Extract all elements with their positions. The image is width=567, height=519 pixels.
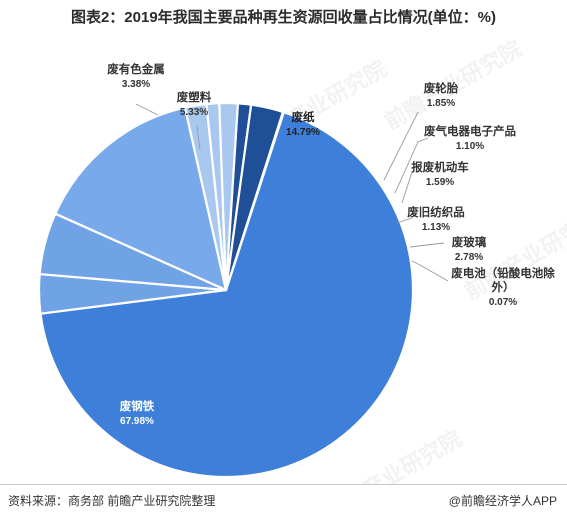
slice-value-label: 67.98% [120,416,154,427]
slice-name-label: 废塑料 [177,90,212,104]
leader-line [135,103,159,116]
slice-value-label: 1.13% [422,222,450,233]
leader-lines [135,103,449,282]
pie-slices [37,101,415,479]
slice-name-label: 报废机动车 [411,160,469,174]
slice-labels: 废钢铁 67.98% 废有色金属 3.38% 废塑料 5.33% 废纸 14.79% 废轮胎 1.… [107,62,555,427]
leader-line [196,125,201,151]
slice-name-label: 废旧纺织品 [407,205,465,219]
slice-value-label: 5.33% [180,107,208,118]
slice-value-label: 3.38% [122,79,150,90]
leader-line [409,242,445,248]
leader-line [394,137,429,194]
slice-name-label: 废电池（铅酸电池除外） [451,266,555,294]
pie-slice [39,111,415,479]
slice-value-label: 2.78% [455,252,483,263]
pie-slice [54,106,228,292]
slice-name-label: 废气电器电子产品 [424,124,516,138]
pie-chart: 前瞻产业研究院前瞻产业研究院前瞻产业研究院前瞻产业研究院前瞻产业研究院 废钢铁6… [37,36,567,484]
slice-value-label: 1.10% [456,141,484,152]
pie-slice [224,110,285,292]
brand-credit: @前瞻经济学人APP [448,494,557,508]
slice-name-label: 废纸 [292,110,315,124]
slice-value-label: 0.07% [489,297,517,308]
slice-name-label: 废有色金属 [107,62,165,76]
leader-line [411,260,449,282]
leader-line [396,217,413,224]
chart-title: 图表2：2019年我国主要品种再生资源回收量占比情况(单位：%) [70,9,497,26]
slice-value-label: 1.59% [426,177,454,188]
footer: 资料来源：商务部 前瞻产业研究院整理 @前瞻经济学人APP [0,484,567,519]
slice-name-label: 废轮胎 [424,81,459,95]
leader-line [383,111,419,181]
slice-name-label: 废钢铁 [120,399,155,413]
slice-value-label: 1.85% [427,98,455,109]
source-note: 资料来源：商务部 前瞻产业研究院整理 [8,494,216,508]
leader-line [401,171,413,204]
slice-name-label: 废玻璃 [452,235,487,249]
slice-value-label: 14.79% [286,127,320,138]
